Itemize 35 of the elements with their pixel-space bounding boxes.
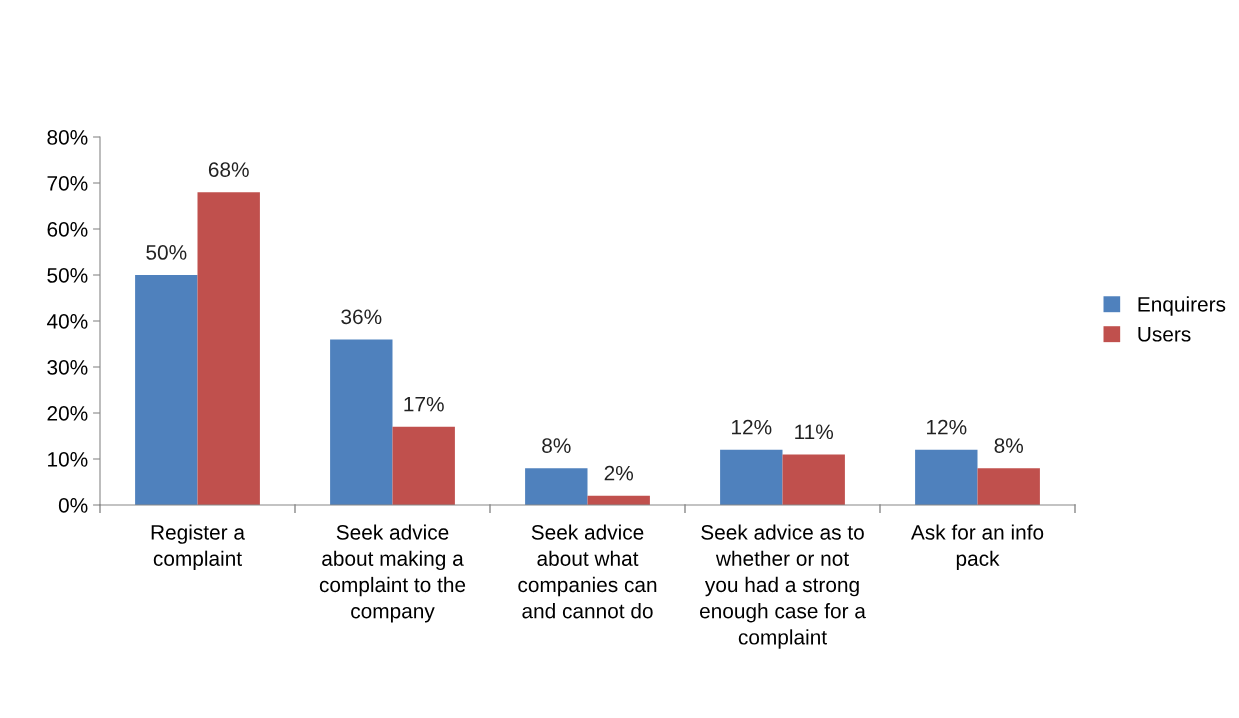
bar	[977, 468, 1040, 505]
data-label: 8%	[542, 438, 571, 453]
y-tick-label: 0%	[58, 498, 88, 513]
data-label: 12%	[927, 419, 967, 435]
data-label: 36%	[341, 309, 382, 325]
bar	[782, 454, 845, 505]
y-tick-label: 10%	[48, 452, 88, 467]
data-label: 8%	[994, 438, 1024, 453]
data-label: 17%	[404, 396, 444, 412]
bar	[720, 449, 783, 505]
bar	[135, 275, 198, 505]
legend-label: Enquirers	[1138, 296, 1226, 316]
data-label: 2%	[604, 465, 634, 481]
y-tick-label: 30%	[47, 360, 88, 375]
y-tick-label: 40%	[46, 314, 88, 329]
x-tick-label: Seek advice about what companies can and cannot do	[518, 524, 657, 619]
data-label: 12%	[732, 419, 772, 435]
x-tick-label: Seek advice about making a complaint to the company	[319, 524, 466, 623]
data-label: 11%	[795, 424, 834, 440]
y-tick-label: 20%	[47, 406, 88, 421]
bar	[197, 192, 260, 505]
legend-label: Users	[1138, 327, 1191, 342]
data-label: 68%	[208, 162, 249, 177]
bar	[915, 449, 978, 505]
data-label: 50%	[146, 245, 187, 260]
y-tick-label: 80%	[47, 130, 88, 145]
x-tick-label: Seek advice as to whether or not you had a strong enough case for a complaint	[700, 524, 866, 649]
y-tick-label: 70%	[47, 176, 88, 191]
x-tick-label: Ask for an info pack	[910, 524, 1044, 571]
bar	[525, 468, 588, 505]
bar	[392, 426, 455, 505]
y-tick-label: 60%	[47, 222, 88, 237]
y-tick-label: 50%	[47, 268, 88, 283]
bar	[330, 339, 393, 505]
x-tick-label: Register a complaint	[151, 524, 245, 571]
